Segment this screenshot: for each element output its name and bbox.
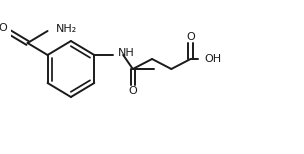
Text: O: O — [0, 23, 7, 33]
Text: NH₂: NH₂ — [56, 24, 78, 34]
Text: OH: OH — [204, 54, 221, 64]
Text: NH: NH — [118, 48, 135, 58]
Text: O: O — [186, 32, 195, 42]
Text: O: O — [128, 86, 137, 96]
